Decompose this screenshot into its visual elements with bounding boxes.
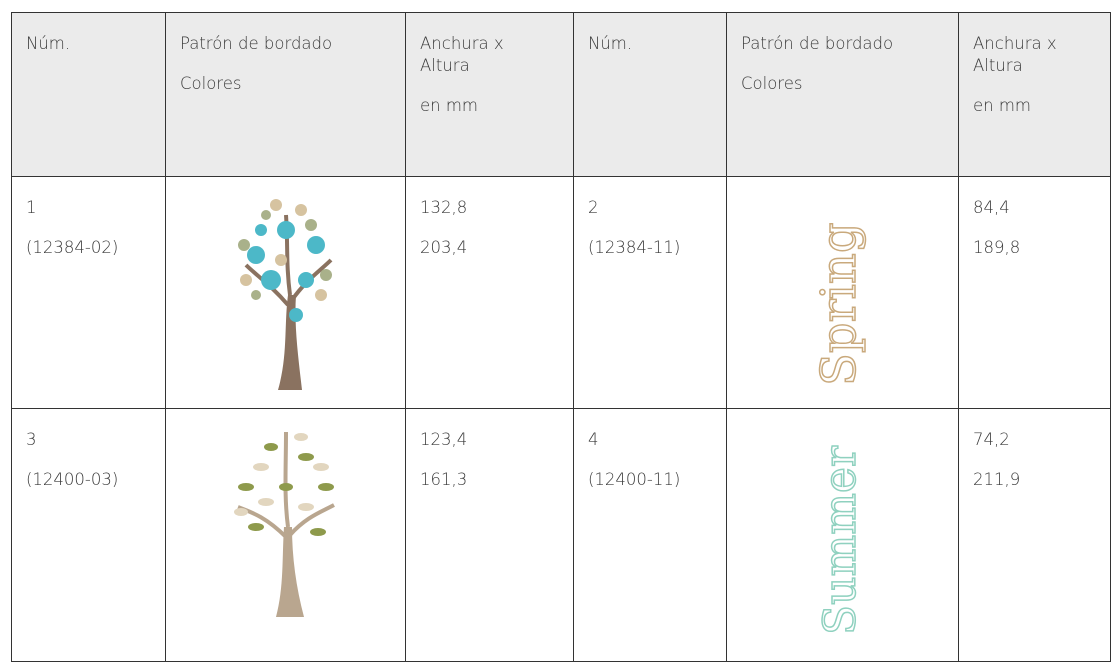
height: 189,8 xyxy=(973,238,1021,257)
code: (12384-02) xyxy=(26,238,119,257)
motif-image: Spring xyxy=(810,222,868,387)
header-cell: Patrón de bordado Colores xyxy=(165,12,406,177)
header-text: Patrón de bordado xyxy=(180,34,333,53)
tree-image xyxy=(233,431,335,617)
num: 1 xyxy=(26,198,37,217)
width: 123,4 xyxy=(420,430,468,449)
header-text: Colores xyxy=(180,74,242,93)
width: 74,2 xyxy=(973,430,1010,449)
height: 211,9 xyxy=(973,470,1021,489)
header-cell: Anchura x Altura en mm xyxy=(958,12,1111,177)
tree-image xyxy=(237,199,332,390)
cell: Summer xyxy=(726,408,959,662)
cell xyxy=(165,176,406,409)
code: (12384-11) xyxy=(588,238,681,257)
motif-text: Summer xyxy=(815,445,866,635)
cell: 2 (12384-11) xyxy=(573,176,727,409)
cell: 132,8 203,4 xyxy=(405,176,574,409)
width: 84,4 xyxy=(973,198,1010,217)
num: 2 xyxy=(588,198,599,217)
width: 132,8 xyxy=(420,198,468,217)
cell: 4 (12400-11) xyxy=(573,408,727,662)
header-text: en mm xyxy=(420,96,478,115)
header-text: Núm. xyxy=(26,34,71,53)
cell: 3 (12400-03) xyxy=(11,408,166,662)
header-text: Colores xyxy=(741,74,803,93)
cell: 1 (12384-02) xyxy=(11,176,166,409)
motif-image: Summer xyxy=(814,444,867,635)
cell xyxy=(165,408,406,662)
header-text: Núm. xyxy=(588,34,633,53)
header-text: en mm xyxy=(973,96,1031,115)
pattern-table: Núm. Patrón de bordado Colores Anchura x … xyxy=(11,12,1111,662)
header-cell: Patrón de bordado Colores xyxy=(726,12,959,177)
height: 161,3 xyxy=(420,470,468,489)
code: (12400-11) xyxy=(588,470,681,489)
page: Núm. Patrón de bordado Colores Anchura x … xyxy=(11,12,1111,662)
header-text: Anchura x Altura xyxy=(973,34,1057,75)
num: 4 xyxy=(588,430,599,449)
height: 203,4 xyxy=(420,238,468,257)
cell: Spring xyxy=(726,176,959,409)
cell: 74,2 211,9 xyxy=(958,408,1111,662)
num: 3 xyxy=(26,430,37,449)
cell: 123,4 161,3 xyxy=(405,408,574,662)
header-text: Patrón de bordado xyxy=(741,34,894,53)
motif-text: Spring xyxy=(811,222,867,386)
header-cell: Núm. xyxy=(573,12,727,177)
header-text: Anchura x Altura xyxy=(420,34,504,75)
row: 1 (12384-02) 132,8 203,4 2 (12384-11) Sprin… xyxy=(11,176,1111,409)
header-cell: Núm. xyxy=(11,12,166,177)
cell: 84,4 189,8 xyxy=(958,176,1111,409)
code: (12400-03) xyxy=(26,470,119,489)
header-cell: Anchura x Altura en mm xyxy=(405,12,574,177)
header-row: Núm. Patrón de bordado Colores Anchura x … xyxy=(11,12,1111,177)
row: 3 (12400-03) 123,4 161,3 4 (12400-11) Summe… xyxy=(11,408,1111,662)
